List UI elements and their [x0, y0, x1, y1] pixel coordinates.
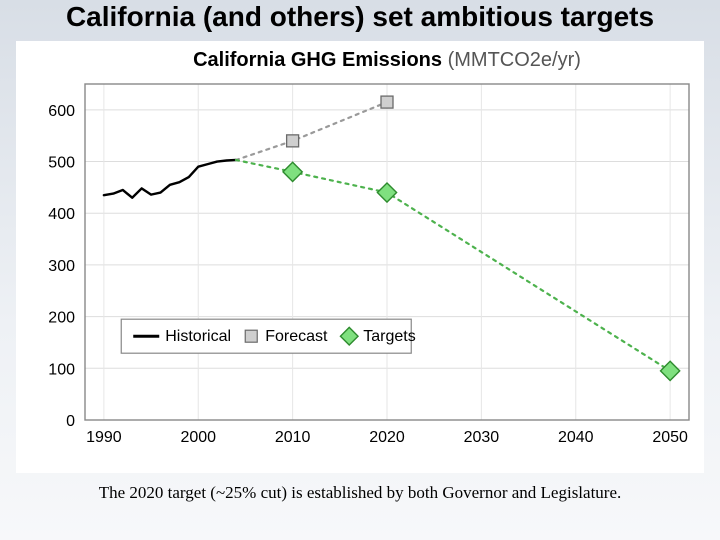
slide-title: California (and others) set ambitious ta…: [0, 0, 720, 41]
legend-label-historical: Historical: [165, 328, 231, 345]
x-tick-label: 2030: [464, 429, 500, 446]
y-tick-label: 500: [48, 154, 75, 171]
marker-forecast: [381, 96, 393, 108]
emissions-chart: California GHG Emissions (MMTCO2e/yr) 0 10…: [17, 42, 703, 472]
y-tick-label: 100: [48, 361, 75, 378]
y-tick-label: 400: [48, 206, 75, 223]
legend-label-forecast: Forecast: [265, 328, 328, 345]
legend: Historical Forecast Targets: [121, 319, 415, 353]
x-tick-label: 2000: [180, 429, 216, 446]
y-tick-label: 300: [48, 258, 75, 275]
x-tick-label: 2010: [275, 429, 311, 446]
slide-caption: The 2020 target (~25% cut) is establishe…: [0, 483, 720, 503]
y-tick-label: 200: [48, 309, 75, 326]
x-tick-label: 2020: [369, 429, 405, 446]
legend-label-targets: Targets: [363, 328, 415, 345]
x-tick-label: 2050: [652, 429, 688, 446]
marker-forecast: [287, 135, 299, 147]
x-tick-label: 2040: [558, 429, 594, 446]
y-tick-label: 600: [48, 103, 75, 120]
x-tick-label: 1990: [86, 429, 122, 446]
chart-container: California GHG Emissions (MMTCO2e/yr) 0 10…: [16, 41, 704, 473]
chart-title: California GHG Emissions (MMTCO2e/yr): [193, 49, 581, 71]
y-tick-label: 0: [66, 413, 75, 430]
